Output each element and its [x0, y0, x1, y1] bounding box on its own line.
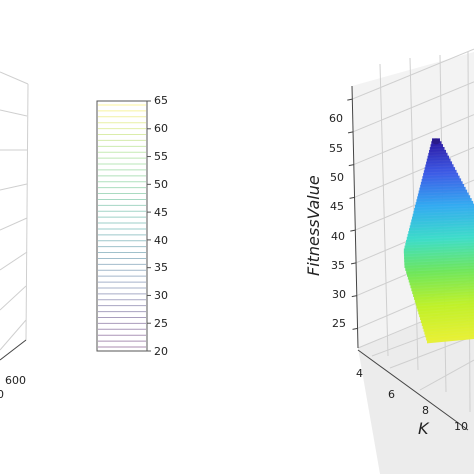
x-tick-4: 4	[356, 367, 363, 380]
colorbar-tick-45: 45	[154, 206, 168, 219]
z-tick-mark	[347, 131, 354, 134]
z-tick-mark	[351, 295, 357, 298]
x-tick-10: 10	[454, 420, 468, 433]
z-tick-50: 50	[330, 171, 344, 184]
z-tick-45: 45	[330, 200, 344, 213]
colorbar-tick-65: 65	[154, 94, 168, 107]
left-partial-axes	[0, 71, 29, 361]
colorbar	[96, 100, 151, 352]
surface-strip	[427, 335, 474, 344]
colorbar-tick-20: 20	[154, 345, 168, 358]
colorbar-tick-25: 25	[154, 317, 168, 330]
back-grid-line	[379, 63, 389, 357]
z-tick-40: 40	[331, 230, 345, 243]
z-tick-30: 30	[332, 288, 346, 301]
left-x-tick-600: 600	[5, 374, 26, 387]
z-tick-35: 35	[331, 259, 345, 272]
colorbar-tick-50: 50	[154, 178, 168, 191]
colorbar-tick-30: 30	[154, 289, 168, 302]
colorbar-tick-60: 60	[154, 122, 168, 135]
x-tick-6: 6	[388, 388, 395, 401]
z-grid-line	[354, 146, 474, 198]
z-tick-mark	[350, 262, 357, 265]
left-x-tick-partial: 0	[0, 388, 4, 401]
z-tick-mark	[349, 196, 355, 199]
colorbar-ticks	[147, 100, 151, 352]
x-axis-spine	[357, 349, 469, 431]
right-3d-axes	[347, 48, 474, 474]
surface-peak	[432, 138, 440, 145]
z-tick-mark	[347, 98, 353, 101]
colorbar-tick-55: 55	[154, 150, 168, 163]
z-tick-mark	[352, 327, 358, 330]
z-tick-mark	[350, 229, 356, 232]
surface-plot	[403, 138, 474, 344]
z-grid-line	[352, 48, 474, 100]
colorbar-contour-lines	[98, 104, 146, 348]
z-tick-mark	[348, 164, 354, 167]
z-tick-25: 25	[332, 317, 346, 330]
z-axis-spine	[351, 85, 359, 349]
z-tick-55: 55	[329, 142, 343, 155]
x-tick-8: 8	[422, 404, 429, 417]
z-grid-line	[352, 81, 474, 133]
colorbar-tick-35: 35	[154, 261, 168, 274]
z-tick-60: 60	[329, 112, 343, 125]
floor-grid-line	[419, 359, 474, 391]
floor-grid-line	[389, 335, 474, 369]
colorbar-tick-40: 40	[154, 234, 168, 247]
x-axis-label: K	[418, 419, 430, 438]
z-axis-label: FitnessValue	[304, 175, 323, 276]
colorbar-frame	[96, 100, 148, 352]
z-grid-line	[353, 114, 474, 166]
